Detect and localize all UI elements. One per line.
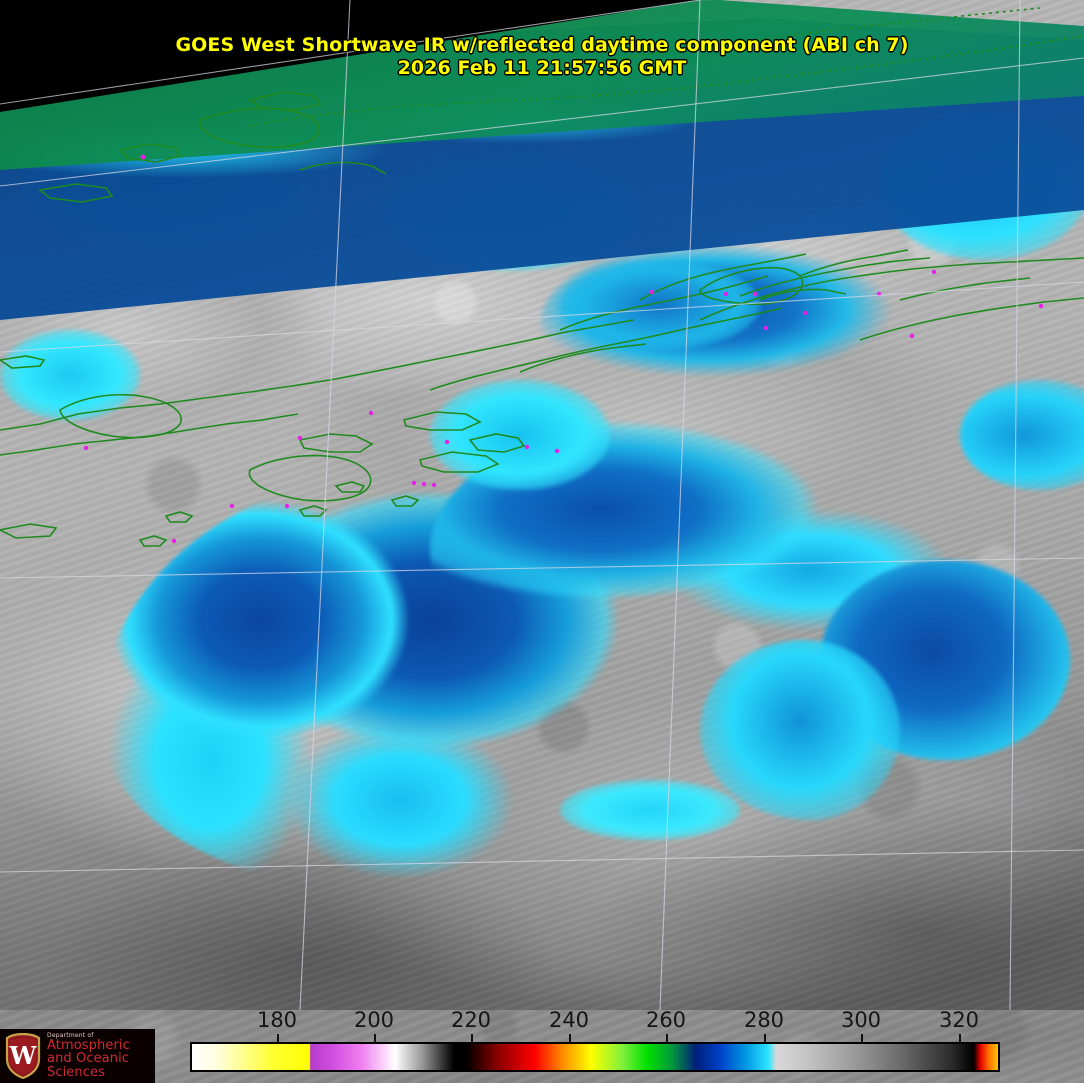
colorbar-label-5: 280 xyxy=(743,1008,785,1032)
logo-department-label: Department of xyxy=(47,1032,94,1040)
cold-cloud-blob-south xyxy=(560,780,740,840)
colorbar-tick-260 xyxy=(666,1034,668,1042)
colorbar-label-6: 300 xyxy=(840,1008,882,1032)
colorbar-label-4: 260 xyxy=(645,1008,687,1032)
svg-text:W: W xyxy=(9,1041,38,1070)
colorbar-tick-300 xyxy=(861,1034,863,1042)
logo-line-2: and Oceanic Sciences xyxy=(47,1051,130,1080)
colorbar-label-7: 320 xyxy=(938,1008,980,1032)
colorbar-tick-200 xyxy=(374,1034,376,1042)
logo-text-block: Department of Atmospheric and Oceanic Sc… xyxy=(47,1032,155,1080)
colorbar-label-2: 220 xyxy=(450,1008,492,1032)
colorbar[interactable] xyxy=(190,1042,1000,1072)
colorbar-label-3: 240 xyxy=(548,1008,590,1032)
latlon-gridlines xyxy=(0,0,1084,1010)
satellite-image: GOES West Shortwave IR w/reflected dayti… xyxy=(0,0,1084,1010)
colorbar-label-1: 200 xyxy=(353,1008,395,1032)
colorbar-tick-320 xyxy=(959,1034,961,1042)
uw-aos-logo[interactable]: W Department of Atmospheric and Oceanic … xyxy=(0,1029,155,1083)
uw-crest-icon: W xyxy=(3,1033,43,1079)
colorbar-tick-240 xyxy=(569,1034,571,1042)
colorbar-label-0: 180 xyxy=(256,1008,298,1032)
colorbar-tick-280 xyxy=(764,1034,766,1042)
logo-line-1: Atmospheric xyxy=(47,1038,130,1054)
cold-cloud-blob-east-3 xyxy=(960,380,1084,490)
colorbar-tick-220 xyxy=(471,1034,473,1042)
colorbar-gradient xyxy=(192,1044,998,1070)
cold-cloud-blob-east-2 xyxy=(700,640,900,820)
coastline-overlay xyxy=(0,7,1084,547)
colorbar-tick-180 xyxy=(277,1034,279,1042)
